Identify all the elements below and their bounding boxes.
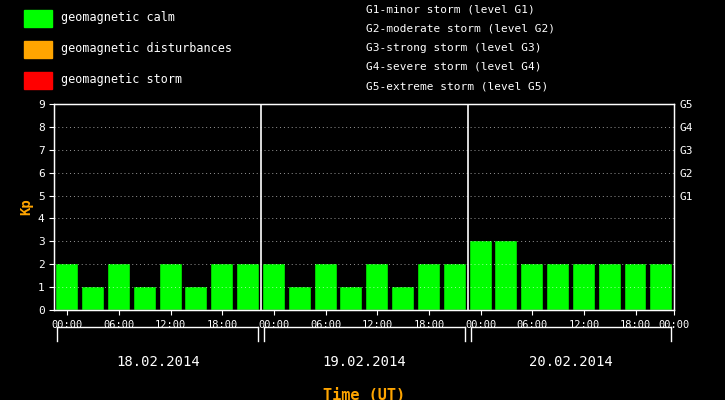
Text: geomagnetic calm: geomagnetic calm [61, 11, 175, 24]
Bar [495, 241, 518, 310]
Text: G5-extreme storm (level G5): G5-extreme storm (level G5) [366, 81, 548, 91]
Bar [289, 287, 311, 310]
Bar [573, 264, 594, 310]
Bar [418, 264, 440, 310]
Bar [24, 41, 52, 58]
Y-axis label: Kp: Kp [20, 199, 34, 215]
Text: G3-strong storm (level G3): G3-strong storm (level G3) [366, 42, 542, 52]
Bar [341, 287, 362, 310]
Bar [237, 264, 259, 310]
Bar [315, 264, 336, 310]
Text: 18.02.2014: 18.02.2014 [116, 354, 199, 369]
Bar [108, 264, 130, 310]
Text: Time (UT): Time (UT) [323, 388, 405, 400]
Bar [24, 10, 52, 26]
Bar [211, 264, 233, 310]
Text: G4-severe storm (level G4): G4-severe storm (level G4) [366, 62, 542, 72]
Bar [650, 264, 672, 310]
Bar [547, 264, 569, 310]
Text: G2-moderate storm (level G2): G2-moderate storm (level G2) [366, 23, 555, 33]
Bar [470, 241, 492, 310]
Text: geomagnetic storm: geomagnetic storm [61, 73, 183, 86]
Bar [160, 264, 181, 310]
Bar [57, 264, 78, 310]
Text: 19.02.2014: 19.02.2014 [323, 354, 406, 369]
Bar [82, 287, 104, 310]
Bar [366, 264, 388, 310]
Bar [263, 264, 285, 310]
Bar [134, 287, 156, 310]
Bar [392, 287, 414, 310]
Bar [521, 264, 543, 310]
Bar [624, 264, 647, 310]
Bar [599, 264, 621, 310]
Text: geomagnetic disturbances: geomagnetic disturbances [61, 42, 232, 55]
Text: 20.02.2014: 20.02.2014 [529, 354, 613, 369]
Bar [444, 264, 465, 310]
Bar [24, 72, 52, 89]
Bar [186, 287, 207, 310]
Text: G1-minor storm (level G1): G1-minor storm (level G1) [366, 4, 535, 14]
